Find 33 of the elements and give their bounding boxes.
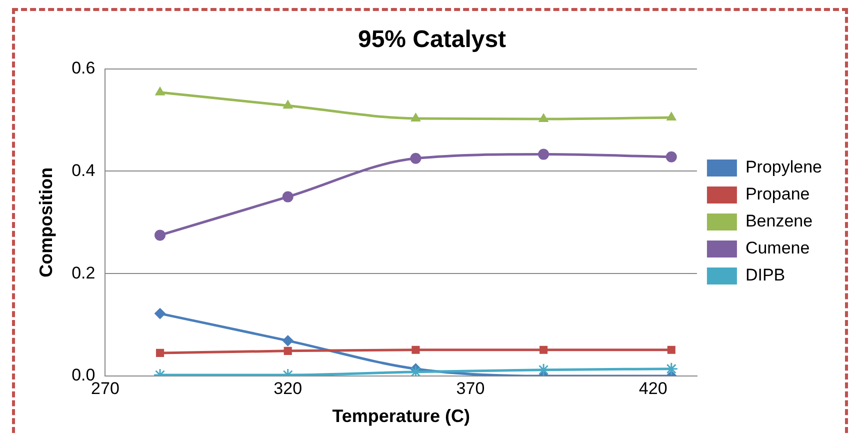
y-tick-label: 0.6: [72, 58, 96, 78]
point: [154, 308, 166, 320]
point: [666, 112, 676, 120]
point: [156, 348, 164, 357]
point: [283, 100, 293, 109]
point: [536, 363, 550, 376]
x-tick-label: 420: [638, 378, 668, 398]
x-tick-label: 320: [274, 378, 302, 398]
point: [154, 230, 166, 241]
point: [412, 346, 420, 354]
point: [284, 346, 292, 355]
point: [538, 113, 548, 122]
y-tick-label: 0.4: [72, 160, 96, 180]
legend-label: Cumene: [745, 238, 810, 258]
legend-label: DIPB: [745, 266, 786, 285]
x-axis-title: Temperature (C): [332, 406, 470, 426]
point: [664, 362, 678, 376]
point: [667, 346, 676, 354]
point: [410, 112, 421, 122]
legend-label: Benzene: [745, 212, 813, 231]
legend-label: Propylene: [745, 158, 822, 177]
chart-title: 95% Catalyst: [358, 26, 506, 54]
y-axis-title: Composition: [36, 167, 56, 278]
point: [540, 346, 548, 354]
point: [282, 191, 294, 202]
y-tick-label: 0.2: [72, 263, 96, 282]
point: [410, 152, 422, 164]
x-tick-label: 370: [456, 378, 485, 398]
point: [666, 151, 677, 162]
point: [282, 335, 294, 346]
legend-label: Propane: [745, 184, 810, 204]
point: [155, 86, 165, 96]
point: [538, 148, 550, 160]
